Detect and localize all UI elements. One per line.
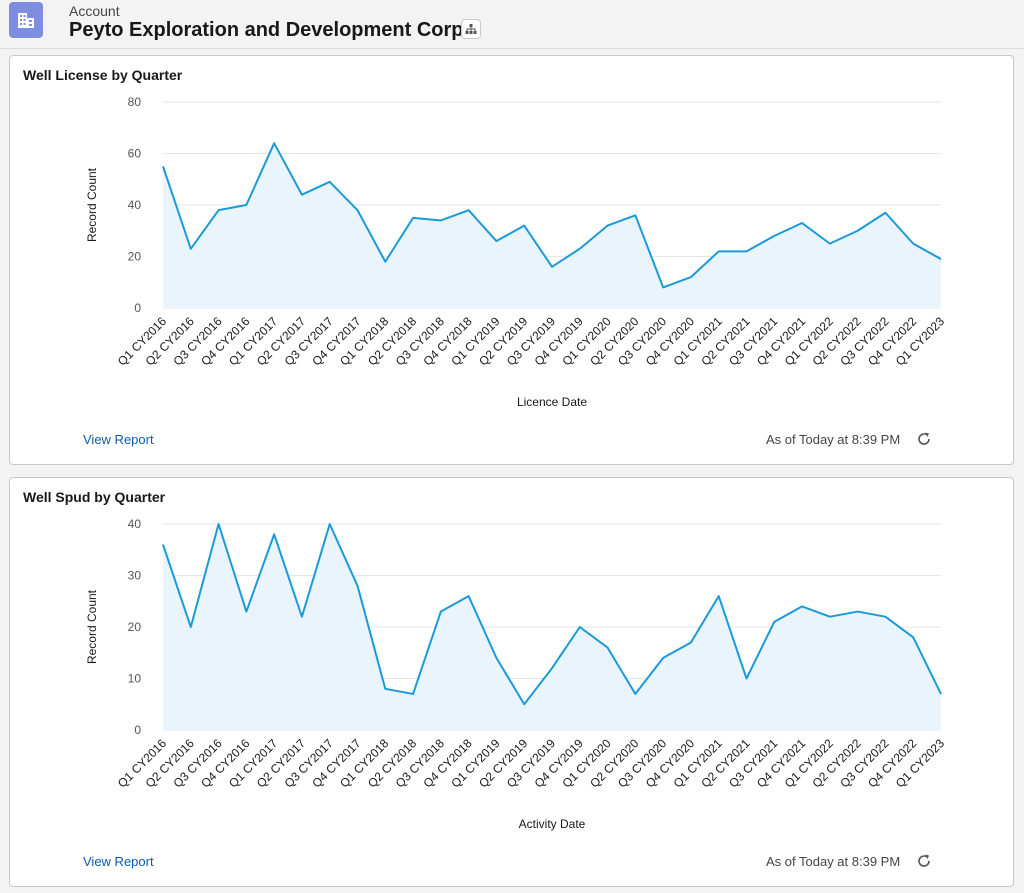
data-point[interactable] <box>160 163 166 169</box>
data-point[interactable] <box>910 634 916 640</box>
data-point[interactable] <box>382 686 388 692</box>
hierarchy-icon <box>465 24 477 34</box>
account-building-icon <box>9 2 43 38</box>
data-point[interactable] <box>327 179 333 185</box>
data-point[interactable] <box>216 207 222 213</box>
data-point[interactable] <box>466 593 472 599</box>
x-axis-label: Activity Date <box>519 817 586 831</box>
data-point[interactable] <box>493 238 499 244</box>
refresh-icon[interactable] <box>916 853 932 869</box>
data-point[interactable] <box>632 691 638 697</box>
card-title: Well Spud by Quarter <box>23 489 166 505</box>
data-point[interactable] <box>521 223 527 229</box>
data-point[interactable] <box>521 701 527 707</box>
y-axis-label: Record Count <box>85 589 99 664</box>
view-hierarchy-button[interactable] <box>461 19 481 39</box>
well-license-card: Well License by Quarter 0 20 40 60 80 Q1 CY20… <box>9 55 1014 465</box>
data-point[interactable] <box>632 212 638 218</box>
y-tick-label: 10 <box>128 672 142 686</box>
well-spud-card: Well Spud by Quarter 0 10 20 30 40 Q1 CY2016 Q… <box>9 477 1014 887</box>
data-point[interactable] <box>438 217 444 223</box>
data-point[interactable] <box>771 619 777 625</box>
y-tick-label: 20 <box>128 250 142 264</box>
data-point[interactable] <box>660 655 666 661</box>
data-point[interactable] <box>271 140 277 146</box>
record-header: Account Peyto Exploration and Developmen… <box>0 0 1024 49</box>
data-point[interactable] <box>855 609 861 615</box>
y-axis-label: Record Count <box>85 167 99 242</box>
data-point[interactable] <box>299 192 305 198</box>
account-name: Peyto Exploration and Development Corp. <box>69 19 470 41</box>
area-fill <box>163 143 941 308</box>
data-point[interactable] <box>549 665 555 671</box>
as-of-timestamp: As of Today at 8:39 PM <box>766 854 901 869</box>
refresh-icon[interactable] <box>916 431 932 447</box>
series-line <box>162 523 942 706</box>
data-point[interactable] <box>410 691 416 697</box>
data-point[interactable] <box>605 645 611 651</box>
data-point[interactable] <box>688 639 694 645</box>
data-point[interactable] <box>882 614 888 620</box>
data-point[interactable] <box>188 624 194 630</box>
data-point[interactable] <box>799 220 805 226</box>
data-point[interactable] <box>827 614 833 620</box>
y-tick-label: 60 <box>128 147 142 161</box>
data-point[interactable] <box>938 691 944 697</box>
data-point[interactable] <box>243 609 249 615</box>
view-report-link[interactable]: View Report <box>83 432 154 447</box>
data-point[interactable] <box>660 284 666 290</box>
data-point[interactable] <box>243 202 249 208</box>
data-point[interactable] <box>355 207 361 213</box>
data-point[interactable] <box>577 624 583 630</box>
data-point[interactable] <box>271 531 277 537</box>
data-point[interactable] <box>188 246 194 252</box>
y-tick-label: 0 <box>134 723 141 737</box>
data-point[interactable] <box>577 246 583 252</box>
data-point[interactable] <box>799 603 805 609</box>
data-point[interactable] <box>382 259 388 265</box>
object-label: Account <box>69 3 120 19</box>
as-of-timestamp: As of Today at 8:39 PM <box>766 432 901 447</box>
y-tick-label: 30 <box>128 569 142 583</box>
view-report-link[interactable]: View Report <box>83 854 154 869</box>
data-point[interactable] <box>327 521 333 527</box>
data-point[interactable] <box>827 241 833 247</box>
data-point[interactable] <box>216 521 222 527</box>
data-point[interactable] <box>438 609 444 615</box>
data-point[interactable] <box>771 233 777 239</box>
y-tick-label: 20 <box>128 620 142 634</box>
data-point[interactable] <box>605 223 611 229</box>
data-point[interactable] <box>493 655 499 661</box>
data-point[interactable] <box>410 215 416 221</box>
data-point[interactable] <box>744 248 750 254</box>
data-point[interactable] <box>882 210 888 216</box>
data-point[interactable] <box>716 593 722 599</box>
data-point[interactable] <box>355 583 361 589</box>
y-tick-label: 80 <box>128 95 142 109</box>
y-tick-label: 0 <box>134 301 141 315</box>
data-point[interactable] <box>688 274 694 280</box>
y-tick-label: 40 <box>128 198 142 212</box>
data-point[interactable] <box>466 207 472 213</box>
data-point[interactable] <box>744 676 750 682</box>
card-title: Well License by Quarter <box>23 67 183 83</box>
series-line <box>162 142 942 289</box>
data-point[interactable] <box>299 614 305 620</box>
data-point[interactable] <box>716 248 722 254</box>
data-point[interactable] <box>855 228 861 234</box>
data-point[interactable] <box>160 542 166 548</box>
data-point[interactable] <box>938 256 944 262</box>
x-axis-label: Licence Date <box>517 395 587 409</box>
data-point[interactable] <box>549 264 555 270</box>
y-tick-label: 40 <box>128 517 142 531</box>
data-point[interactable] <box>910 241 916 247</box>
